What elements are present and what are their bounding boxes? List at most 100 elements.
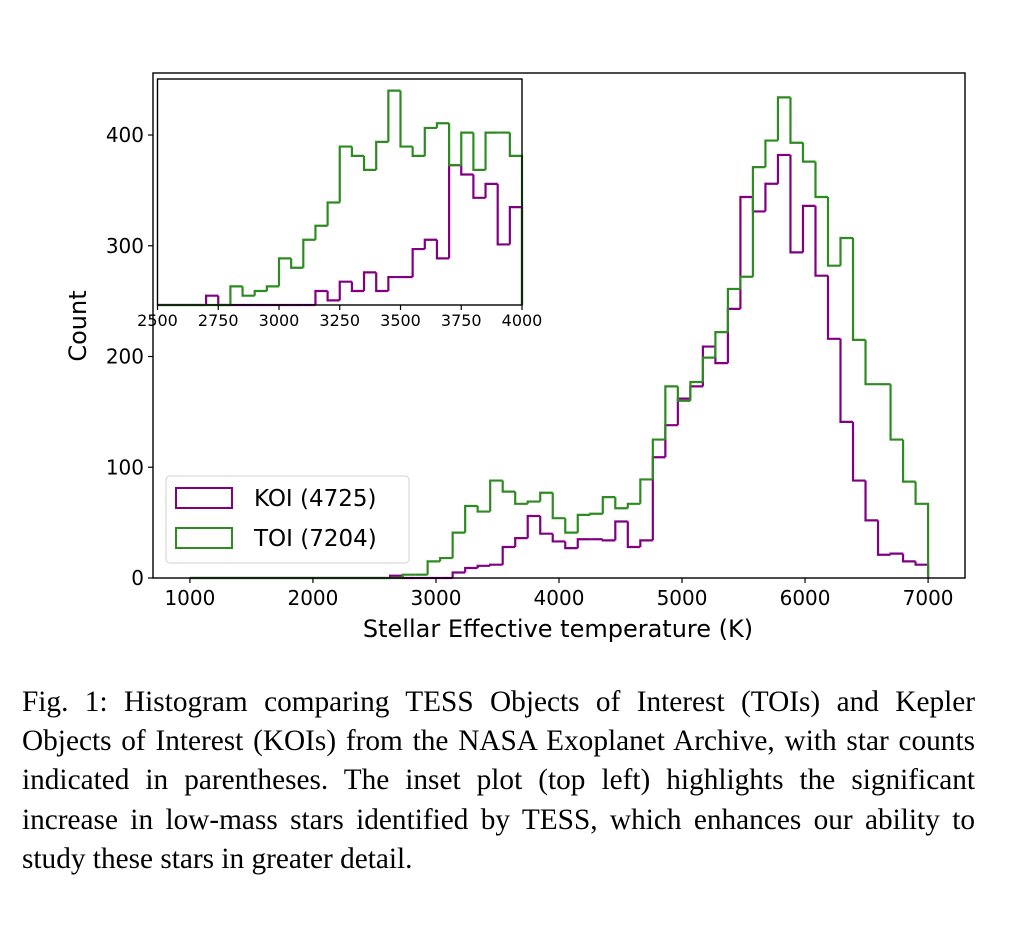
main-bin-step [639,478,653,504]
main-bin-step [839,236,854,266]
inset-bin-step [362,155,377,171]
inset-bin-step [387,89,401,142]
inset-x-tick-label: 2750 [198,311,239,330]
main-bin-step [526,500,541,504]
main-bin-step [689,385,703,399]
inset-bin-step [338,145,352,203]
inset-bin-step [350,146,365,157]
inset-x-tick-label: 3000 [259,311,300,330]
inset-x-tick-label: 4000 [502,311,543,330]
inset-bin-step [229,285,243,305]
inset-bin-step [338,280,352,301]
main-bin-step [576,538,591,549]
main-bin-step [539,515,553,535]
main-bin-step [914,561,930,578]
main-bin-step [526,514,541,539]
main-bin-step [626,502,641,509]
main-x-tick-label: 3000 [411,586,462,610]
main-bin-step [851,238,866,341]
main-y-tick-label: 0 [131,566,144,590]
main-bin-step [601,496,616,514]
inset-bin-step [399,90,413,148]
inset-bin-step [460,131,474,166]
main-bin-step [889,552,904,555]
main-y-tick-label: 400 [106,123,144,147]
main-bin-step [514,537,528,547]
y-axis-label: Count [64,290,92,361]
inset-bin-step [302,238,316,268]
main-x-tick-label: 5000 [657,586,708,610]
main-bin-step [726,307,741,364]
main-bin-step [814,205,828,277]
inset-bin-step [265,285,279,292]
inset-bin-step [205,294,219,305]
inset-x-tick-label: 3500 [380,311,421,330]
inset-bin-step [472,132,486,171]
inset-bin-step [460,165,474,176]
legend-swatch-toi [175,527,233,549]
inset-bin-step [375,272,389,293]
main-bin-step [864,339,879,386]
legend-frame [165,475,410,564]
main-bin-step [501,545,516,565]
main-bin-step [439,556,453,562]
main-bin-step [901,439,916,483]
main-bin-step [826,197,841,267]
inset-bin-step [326,201,340,226]
main-bin-step [701,356,716,382]
legend-label-toi: TOI (7204) [253,526,377,552]
inset-bin-step [435,122,450,128]
main-x-tick-label: 6000 [780,586,831,610]
main-bin-step [914,481,930,578]
main-bin-step [789,97,803,144]
main-bin-step [789,154,803,254]
main-bin-step [801,204,816,253]
inset-bin-step [411,247,425,278]
inset-x-tick-label: 3750 [441,311,482,330]
inset-bin-step [423,126,437,156]
main-axes-ticks: 1000 2000 3000 4000 5000 6000 7000 0 100 200 300 40… [106,123,954,610]
main-bin-step [539,491,553,502]
main-bin-step [764,139,778,168]
main-bin-step [426,560,441,575]
inset-bin-step [484,131,498,170]
main-bin-step [489,563,503,566]
main-bin-step [664,424,678,458]
main-bin-step [901,553,916,563]
main-bin-step [801,142,816,163]
inset-bin-step [496,183,510,246]
main-bin-step [839,338,854,423]
main-bin-step [576,513,591,533]
inset-bin-step [290,258,304,269]
inset-bin-step [484,182,498,198]
inset-bin-step [277,257,292,287]
main-bin-step [751,197,766,213]
inset-bin-step [411,146,425,157]
main-bin-step [464,566,478,573]
legend-label-koi: KOI (4725) [254,486,377,512]
inset-bin-step [435,239,450,260]
legend-swatch-koi [175,487,233,509]
main-bin-step [676,386,691,402]
main-bin-step [651,438,666,480]
main-bin-step [776,96,791,141]
main-bin-step [689,380,703,401]
inset-bin-step [253,289,267,296]
main-bin-step [739,195,753,309]
inset-bin-step [387,275,401,292]
inset-bin-step [362,271,377,292]
main-bin-step [726,287,741,333]
main-bin-step [489,479,503,512]
inset-bin-step [448,123,462,167]
main-bin-step [714,331,728,358]
main-bin-step [626,521,641,549]
x-axis-label: Stellar Effective temperature (K) [363,615,753,643]
main-x-tick-label: 1000 [164,586,215,610]
inset-bin-step [241,286,255,297]
inset-bin-step [314,224,328,240]
main-bin-step [551,533,566,543]
main-bin-step [851,421,866,482]
main-bin-step [614,520,628,541]
main-bin-step [739,275,753,289]
figure-caption: Fig. 1: Histogram comparing TESS Objects… [22,686,975,875]
